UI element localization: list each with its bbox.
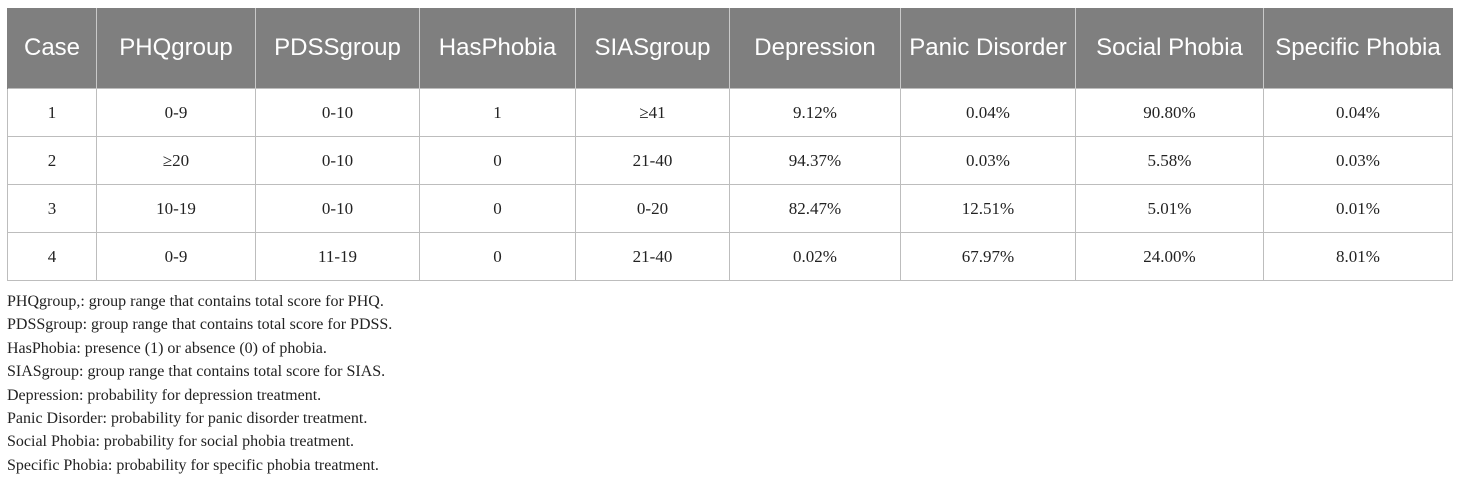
results-table-container: Case PHQgroup PDSSgroup HasPhobia SIASgr…: [7, 8, 1453, 281]
table-cell: 0.02%: [729, 232, 901, 281]
footnote-depression: Depression: probability for depression t…: [7, 386, 322, 404]
table-cell: 1: [419, 88, 576, 137]
table-cell: 0.03%: [1263, 136, 1453, 185]
header-social-phobia: Social Phobia: [1075, 8, 1264, 89]
header-row: Case PHQgroup PDSSgroup HasPhobia SIASgr…: [7, 8, 1453, 89]
header-depression: Depression: [729, 8, 901, 89]
table-cell: 2: [7, 136, 97, 185]
table-cell: 82.47%: [729, 184, 901, 233]
results-table: Case PHQgroup PDSSgroup HasPhobia SIASgr…: [7, 8, 1453, 281]
table-row: 3 10-19 0-10 0 0-20 82.47% 12.51% 5.01% …: [7, 184, 1453, 233]
table-cell: 94.37%: [729, 136, 901, 185]
table-cell: 9.12%: [729, 88, 901, 137]
table-row: 2 ≥20 0-10 0 21-40 94.37% 0.03% 5.58% 0.…: [7, 136, 1453, 185]
footnote-pdssgroup: PDSSgroup: group range that contains tot…: [7, 316, 393, 334]
table-cell: 21-40: [575, 136, 730, 185]
table-cell: 12.51%: [900, 184, 1076, 233]
table-cell: 0.01%: [1263, 184, 1453, 233]
footnote-social-phobia: Social Phobia: probability for social ph…: [7, 433, 355, 451]
table-cell: 0.04%: [1263, 88, 1453, 137]
table-cell: 90.80%: [1075, 88, 1264, 137]
table-cell: ≥41: [575, 88, 730, 137]
footnote-siasgroup: SIASgroup: group range that contains tot…: [7, 363, 386, 381]
header-pdssgroup: PDSSgroup: [255, 8, 420, 89]
header-siasgroup: SIASgroup: [575, 8, 730, 89]
header-phqgroup: PHQgroup: [96, 8, 256, 89]
table-cell: 8.01%: [1263, 232, 1453, 281]
table-cell: 5.01%: [1075, 184, 1264, 233]
table-cell: 4: [7, 232, 97, 281]
footnote-specific-phobia: Specific Phobia: probability for specifi…: [7, 456, 379, 474]
table-cell: 5.58%: [1075, 136, 1264, 185]
footnote-phqgroup: PHQgroup,: group range that contains tot…: [7, 293, 384, 310]
table-cell: 0-9: [96, 232, 256, 281]
table-cell: 0-9: [96, 88, 256, 137]
table-cell: 0: [419, 136, 576, 185]
table-cell: 24.00%: [1075, 232, 1264, 281]
header-specific-phobia: Specific Phobia: [1263, 8, 1453, 89]
table-cell: 0-10: [255, 184, 420, 233]
table-row: 1 0-9 0-10 1 ≥41 9.12% 0.04% 90.80% 0.04…: [7, 88, 1453, 137]
header-panic-disorder: Panic Disorder: [900, 8, 1076, 89]
table-cell: 0: [419, 184, 576, 233]
header-case: Case: [7, 8, 97, 89]
table-cell: 0.03%: [900, 136, 1076, 185]
table-cell: 0-20: [575, 184, 730, 233]
table-cell: 21-40: [575, 232, 730, 281]
table-cell: 0-10: [255, 88, 420, 137]
table-cell: 1: [7, 88, 97, 137]
header-hasphobia: HasPhobia: [419, 8, 576, 89]
table-row: 4 0-9 11-19 0 21-40 0.02% 67.97% 24.00% …: [7, 232, 1453, 281]
footnote-hasphobia: HasPhobia: presence (1) or absence (0) o…: [7, 339, 327, 357]
table-footnotes: PHQgroup,: group range that contains tot…: [7, 290, 1447, 477]
table-cell: ≥20: [96, 136, 256, 185]
table-cell: 0.04%: [900, 88, 1076, 137]
table-cell: 10-19: [96, 184, 256, 233]
table-cell: 11-19: [255, 232, 420, 281]
table-cell: 0: [419, 232, 576, 281]
footnote-panic-disorder: Panic Disorder: probability for panic di…: [7, 410, 368, 428]
table-cell: 67.97%: [900, 232, 1076, 281]
table-cell: 3: [7, 184, 97, 233]
table-cell: 0-10: [255, 136, 420, 185]
